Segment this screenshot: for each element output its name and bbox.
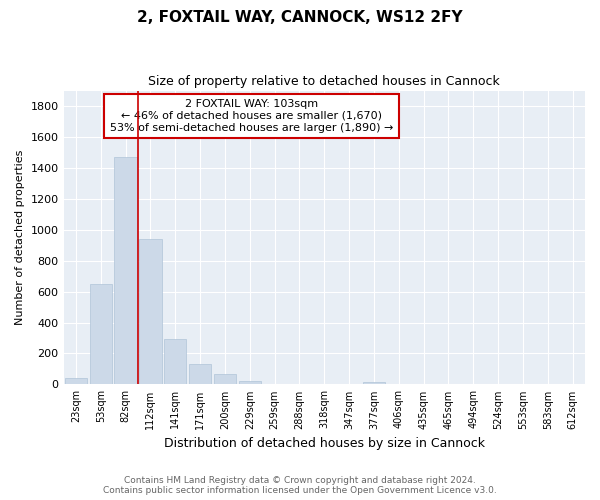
Y-axis label: Number of detached properties: Number of detached properties — [15, 150, 25, 325]
X-axis label: Distribution of detached houses by size in Cannock: Distribution of detached houses by size … — [164, 437, 485, 450]
Bar — [65, 378, 87, 384]
Bar — [164, 339, 187, 384]
Text: Contains HM Land Registry data © Crown copyright and database right 2024.
Contai: Contains HM Land Registry data © Crown c… — [103, 476, 497, 495]
Bar — [115, 157, 137, 384]
Bar — [363, 382, 385, 384]
Text: 2, FOXTAIL WAY, CANNOCK, WS12 2FY: 2, FOXTAIL WAY, CANNOCK, WS12 2FY — [137, 10, 463, 25]
Bar — [214, 374, 236, 384]
Text: 2 FOXTAIL WAY: 103sqm
← 46% of detached houses are smaller (1,670)
53% of semi-d: 2 FOXTAIL WAY: 103sqm ← 46% of detached … — [110, 100, 393, 132]
Title: Size of property relative to detached houses in Cannock: Size of property relative to detached ho… — [148, 75, 500, 88]
Bar — [189, 364, 211, 384]
Bar — [89, 284, 112, 384]
Bar — [139, 239, 161, 384]
Bar — [239, 382, 261, 384]
